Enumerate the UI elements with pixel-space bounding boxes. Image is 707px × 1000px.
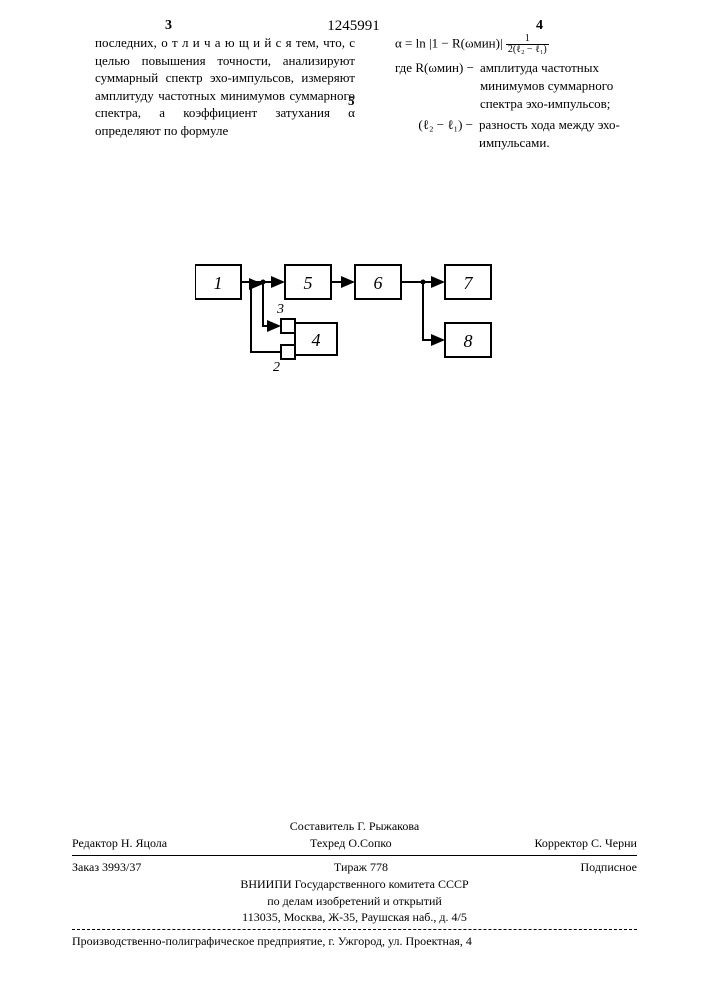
block-7: 7 (445, 265, 491, 299)
arrow-trans-node1 (251, 284, 281, 352)
formula-definition-2: (ℓ₂ − ℓ₁) − разность хода между эхо-импу… (395, 116, 635, 152)
printer-line: Производственно-полиграфическое предприя… (72, 933, 637, 950)
left-column-text: последних, о т л и ч а ю щ и й с я тем, … (95, 35, 355, 138)
svg-text:4: 4 (312, 330, 321, 350)
def1-text: амплитуда частотных минимумов суммарного… (480, 59, 635, 114)
editor-row: Редактор Н. Яцола Техред О.Сопко Коррект… (72, 835, 637, 852)
attenuation-formula: α = ln |1 − R(ωмин)| 1 2(ℓ₂ − ℓ₁) (395, 34, 635, 55)
imprint-footer: Составитель Г. Рыжакова Редактор Н. Яцол… (72, 818, 637, 950)
block-6: 6 (355, 265, 401, 299)
address-line: 113035, Москва, Ж-35, Раушская наб., д. … (72, 909, 637, 926)
corrector: Корректор С. Черни (535, 835, 637, 852)
svg-text:1: 1 (214, 273, 223, 293)
footer-rule-1 (72, 855, 637, 856)
svg-text:7: 7 (464, 273, 474, 293)
exp-denominator: 2(ℓ₂ − ℓ₁) (506, 45, 549, 55)
org-line-2: по делам изобретений и открытий (72, 893, 637, 910)
order-number: Заказ 3993/37 (72, 859, 141, 876)
formula-definition-1: где R(ωмин) − амплитуда частотных миниму… (395, 59, 635, 114)
transducer (281, 319, 295, 359)
right-column: α = ln |1 − R(ωмин)| 1 2(ℓ₂ − ℓ₁) где R(… (395, 34, 635, 152)
compiler-line: Составитель Г. Рыжакова (72, 818, 637, 835)
block-5: 5 (285, 265, 331, 299)
footer-rule-2 (72, 929, 637, 930)
column-line-marker: 5 (348, 93, 355, 109)
tech-editor: Техред О.Сопко (310, 835, 392, 852)
arrow-node2-8 (423, 282, 443, 340)
svg-text:6: 6 (374, 273, 383, 293)
formula-exponent: 1 2(ℓ₂ − ℓ₁) (506, 34, 549, 55)
org-line-1: ВНИИПИ Государственного комитета СССР (72, 876, 637, 893)
label-2: 2 (273, 360, 280, 375)
circulation: Тираж 778 (334, 859, 388, 876)
block-1: 1 (195, 265, 241, 299)
def2-text: разность хода между эхо-импульсами. (479, 116, 635, 152)
svg-text:5: 5 (304, 273, 313, 293)
block-8: 8 (445, 323, 491, 357)
formula-main: α = ln |1 − R(ωмин)| (395, 35, 503, 50)
page-number-right: 4 (536, 18, 543, 34)
def1-label: где R(ωмин) − (395, 59, 480, 114)
label-3: 3 (276, 302, 284, 317)
block-diagram-svg: 1 5 6 7 8 4 3 2 (195, 255, 525, 385)
block-4: 4 (295, 323, 337, 355)
patent-number: 1245991 (327, 18, 380, 35)
editor: Редактор Н. Яцола (72, 835, 167, 852)
def2-label: (ℓ₂ − ℓ₁) − (395, 116, 479, 152)
page-number-left: 3 (165, 18, 172, 34)
order-row: Заказ 3993/37 Тираж 778 Подписное (72, 859, 637, 876)
block-diagram: 1 5 6 7 8 4 3 2 (195, 255, 525, 385)
svg-text:8: 8 (464, 331, 473, 351)
left-column: последних, о т л и ч а ю щ и й с я тем, … (95, 34, 355, 139)
subscription: Подписное (581, 859, 638, 876)
